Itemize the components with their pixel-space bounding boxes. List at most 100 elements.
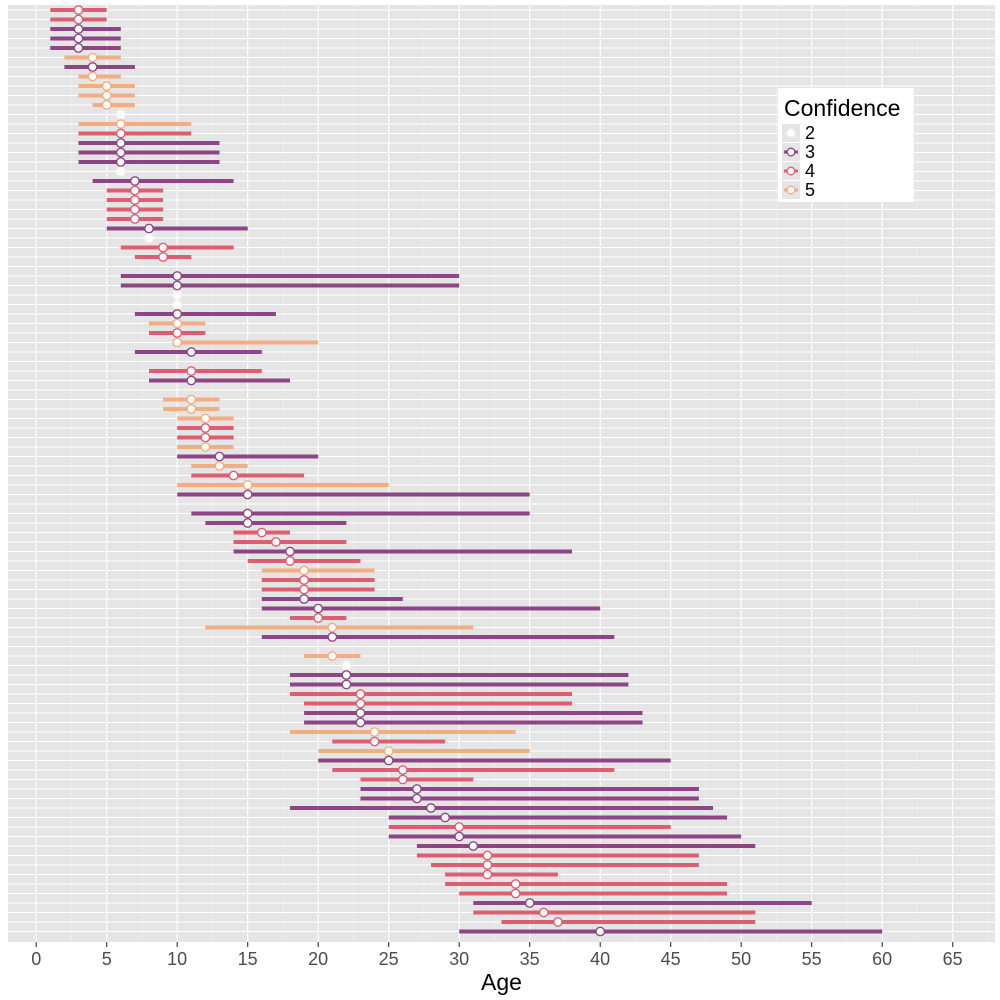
x-axis-ticks: 0 5 10 15 20 25 30 35 40 45 50 55 60 65 — [31, 942, 963, 969]
estimate-point — [186, 375, 197, 386]
estimate-point — [242, 518, 253, 528]
estimate-point — [482, 860, 493, 870]
legend-key-point — [786, 185, 796, 195]
estimate-point — [73, 5, 84, 15]
estimate-point — [214, 451, 225, 462]
estimate-point — [87, 52, 98, 63]
x-tick-label: 5 — [102, 949, 112, 969]
estimate-point — [115, 109, 126, 120]
x-tick-label: 60 — [872, 949, 892, 969]
estimate-point — [299, 565, 309, 576]
estimate-point — [341, 670, 352, 680]
estimate-point — [454, 831, 465, 842]
estimate-point — [115, 138, 126, 148]
estimate-point — [355, 698, 366, 709]
estimate-point — [186, 394, 197, 405]
legend-title: Confidence — [784, 95, 900, 121]
x-tick-label: 65 — [943, 949, 963, 969]
estimate-point — [256, 527, 267, 538]
x-tick-label: 20 — [308, 949, 328, 969]
estimate-point — [397, 774, 408, 785]
estimate-point — [285, 556, 295, 566]
legend-background — [778, 88, 914, 202]
estimate-point — [440, 812, 450, 823]
estimate-point — [383, 746, 394, 756]
estimate-point — [524, 898, 535, 908]
x-tick-label: 40 — [590, 949, 610, 969]
estimate-point — [186, 347, 197, 357]
x-axis-title: Age — [481, 969, 522, 995]
estimate-point — [144, 233, 154, 243]
x-tick-label: 0 — [31, 949, 41, 969]
estimate-point — [327, 651, 338, 661]
estimate-point — [200, 442, 211, 452]
estimate-point — [355, 689, 366, 699]
estimate-point — [129, 185, 140, 196]
estimate-point — [115, 166, 126, 177]
estimate-point — [510, 879, 521, 889]
estimate-point — [87, 71, 98, 82]
estimate-point — [214, 461, 225, 471]
estimate-point — [327, 622, 338, 633]
x-tick-label: 35 — [520, 949, 540, 969]
estimate-point — [115, 128, 126, 139]
estimate-point — [369, 736, 380, 747]
estimate-point — [299, 575, 309, 585]
estimate-point — [341, 679, 352, 690]
x-tick-label: 45 — [661, 949, 681, 969]
legend-label: 3 — [805, 142, 815, 162]
estimate-point — [383, 755, 394, 766]
estimate-point — [411, 793, 422, 804]
estimate-point — [242, 480, 253, 490]
estimate-point — [369, 727, 380, 737]
estimate-point — [355, 708, 366, 718]
estimate-point — [172, 328, 183, 338]
estimate-point — [468, 841, 479, 851]
estimate-points — [73, 5, 606, 937]
legend-key-point — [786, 147, 796, 157]
estimate-point — [200, 432, 211, 443]
legend-key-point — [786, 166, 796, 176]
estimate-point — [158, 242, 169, 253]
estimate-point — [397, 765, 408, 775]
estimate-point — [426, 803, 436, 813]
legend-label: 2 — [805, 123, 815, 143]
estimate-point — [73, 24, 84, 34]
estimate-point — [101, 100, 112, 110]
estimate-point — [270, 537, 281, 547]
estimate-point — [355, 717, 366, 728]
estimate-point — [172, 318, 183, 329]
estimate-point — [101, 81, 112, 91]
estimate-point — [87, 62, 98, 72]
estimate-point — [144, 223, 154, 234]
estimate-point — [482, 869, 493, 880]
x-tick-label: 55 — [802, 949, 822, 969]
x-tick-label: 50 — [731, 949, 751, 969]
estimate-point — [129, 176, 140, 186]
estimate-point — [115, 157, 126, 167]
estimate-point — [200, 413, 211, 424]
estimate-point — [299, 584, 309, 595]
x-tick-label: 30 — [449, 949, 469, 969]
estimate-point — [242, 508, 253, 519]
estimate-point — [510, 888, 521, 899]
estimate-point — [299, 594, 309, 604]
estimate-point — [129, 214, 140, 224]
estimate-point — [129, 204, 140, 215]
estimate-point — [186, 366, 197, 376]
estimate-point — [595, 926, 606, 937]
estimate-point — [172, 299, 183, 310]
estimate-point — [482, 850, 493, 861]
estimate-point — [553, 917, 563, 927]
estimate-point — [341, 660, 352, 671]
estimate-point — [411, 784, 422, 794]
estimate-point — [285, 546, 295, 557]
estimate-point — [115, 147, 126, 158]
estimate-point — [129, 195, 140, 205]
estimate-point — [313, 613, 324, 623]
estimate-point — [228, 470, 239, 481]
legend-label: 5 — [805, 180, 815, 200]
